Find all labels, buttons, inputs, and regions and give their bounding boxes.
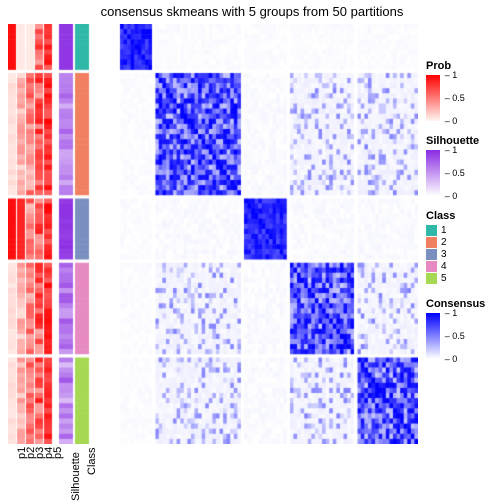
x-axis-labels: p1p2p3p4p5SilhouetteClass [8, 446, 418, 502]
legend-class-levels: 12345 [426, 225, 500, 284]
legend-prob-title: Prob [426, 60, 500, 72]
legend-cons-ticks: – 0– 0.5– 1 [445, 313, 485, 359]
class-swatch-icon [426, 273, 437, 284]
heatmap-canvas [8, 24, 418, 444]
legend-sil-ticks: – 0– 0.5– 1 [445, 150, 485, 196]
cons-gradient-icon [426, 313, 440, 359]
legend-consensus: Consensus – 0– 0.5– 1 [426, 298, 500, 359]
class-swatch-icon [426, 249, 437, 260]
plot-title: consensus skmeans with 5 groups from 50 … [0, 4, 504, 19]
legend-class-5: 5 [426, 273, 500, 284]
plot-area [8, 24, 418, 444]
x-label-p5: p5 [52, 446, 64, 458]
sil-gradient-icon [426, 150, 440, 196]
legend-cons-title: Consensus [426, 298, 500, 310]
class-swatch-icon [426, 237, 437, 248]
prob-gradient-icon [426, 75, 440, 121]
legend-class-3: 3 [426, 249, 500, 260]
legend-prob-ticks: – 0– 0.5– 1 [445, 75, 485, 121]
class-swatch-icon [426, 261, 437, 272]
x-label-Silhouette: Silhouette [70, 452, 82, 501]
legend-sil: Silhouette – 0– 0.5– 1 [426, 135, 500, 196]
x-label-Class: Class [86, 447, 98, 475]
legend-class-title: Class [426, 210, 500, 222]
legend-class: Class 12345 [426, 210, 500, 284]
class-swatch-icon [426, 225, 437, 236]
legend-class-4: 4 [426, 261, 500, 272]
legend-prob: Prob – 0– 0.5– 1 [426, 60, 500, 121]
legend-sil-title: Silhouette [426, 135, 500, 147]
legend-panel: Prob – 0– 0.5– 1 Silhouette – 0– 0.5– 1 … [426, 60, 500, 373]
legend-class-1: 1 [426, 225, 500, 236]
legend-class-2: 2 [426, 237, 500, 248]
